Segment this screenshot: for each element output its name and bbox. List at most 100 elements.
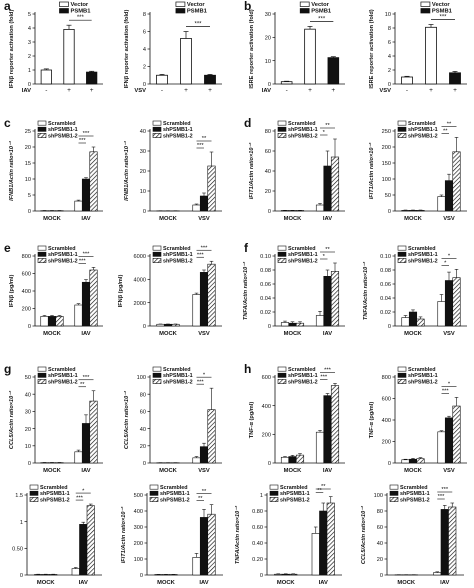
y-tick-label: 5: [28, 12, 31, 18]
bar: [40, 316, 49, 327]
y-tick-label: 600: [382, 397, 391, 403]
y-tick-label: 200: [382, 145, 391, 151]
y-tick-label: 0.04: [260, 296, 271, 302]
y-tick-label: 30: [140, 149, 146, 155]
bar: [330, 271, 340, 327]
y-tick-label: 0.60: [252, 525, 263, 531]
legend-label: shPSMB1-2: [48, 258, 78, 264]
legend-swatch: [277, 379, 287, 384]
legend-swatch: [397, 120, 407, 126]
x-category-label: IAV: [323, 331, 332, 337]
y-tick-label: 0.08: [380, 268, 391, 274]
legend-label: Vector: [187, 2, 205, 8]
bar: [199, 517, 209, 576]
x-category-label: MOCK: [43, 216, 62, 222]
panel-letter: g: [4, 362, 11, 376]
bar: [295, 454, 305, 464]
x-category-label: VSV: [443, 331, 455, 337]
sign-mark: -: [286, 87, 288, 94]
legend-swatch: [277, 366, 287, 372]
legend-swatch: [277, 245, 287, 251]
bar: [315, 431, 325, 464]
bar: [89, 269, 98, 327]
y-tick-label: 0.08: [260, 268, 271, 274]
legend-swatch: [397, 251, 407, 257]
legend-label: shPSMB1-1: [400, 491, 430, 497]
y-tick-label: 20: [25, 427, 31, 433]
bar: [416, 318, 425, 327]
y-tick-label: 0: [143, 324, 146, 330]
x-category-label: IAV: [319, 580, 328, 586]
bar: [288, 456, 297, 464]
bar: [416, 458, 425, 464]
bar: [199, 272, 209, 327]
y-tick-label: 0.40: [252, 541, 263, 547]
panel-12: 0 0.02 0.04 0.06 0.08 0.10 TNFA/Actin ratio×10…: [362, 245, 467, 337]
sig-stars: *: [323, 130, 326, 136]
legend-label: shPSMB1-1: [408, 373, 438, 379]
y-tick-label: 40: [377, 541, 383, 547]
sign-mark: +: [429, 87, 433, 94]
bar: [323, 165, 332, 212]
panel-14: 0 20 40 60 80 100 CCL5/Actin ratio×10⁻³ MOCK VSV…: [123, 366, 222, 474]
legend-label: Scrambled: [48, 367, 76, 373]
bar: [330, 156, 340, 212]
y-tick-label: 200: [134, 541, 143, 547]
y-tick-label: 10: [140, 189, 146, 195]
x-category-label: VSV: [443, 216, 455, 222]
x-category-label: MOCK: [159, 331, 178, 337]
y-tick-label: 500: [134, 493, 143, 499]
y-tick-label: 0: [28, 324, 31, 330]
legend-label: shPSMB1-1: [288, 252, 318, 258]
bar: [180, 38, 192, 85]
y-axis-label: TNFA/Actin ratio×10⁻³: [242, 262, 249, 320]
legend-swatch: [389, 490, 399, 496]
bar: [323, 275, 332, 327]
y-tick-label: 4: [28, 26, 31, 32]
bar: [408, 458, 418, 464]
x-category-label: IAV: [81, 331, 90, 337]
y-tick-label: 50: [385, 193, 391, 199]
panel-8: 0 50 100 150 200 250 IFIT1/Actin ratio×10⁻³ MOC…: [368, 120, 467, 222]
legend-label: shPSMB1-1: [160, 491, 190, 497]
bar: [433, 572, 442, 576]
sig-stars: **: [321, 484, 326, 490]
panel-5: c 0 5 10 15 20 25 IFNB1/Actin ratio×10⁻³ MOCK IAV…: [4, 116, 103, 222]
y-tick-label: 0: [20, 573, 23, 579]
y-tick-label: 100: [374, 493, 383, 499]
y-tick-label: 0: [268, 324, 271, 330]
legend-label: Vector: [70, 2, 88, 8]
bar: [323, 395, 332, 464]
bar: [192, 204, 201, 212]
sign-mark: +: [67, 87, 71, 94]
x-category-label: IAV: [440, 580, 449, 586]
sig-stars: ***: [201, 245, 209, 251]
legend-swatch: [37, 120, 47, 126]
y-tick-label: 800: [22, 254, 31, 260]
y-axis-label: CCL5/Actin ratio×10⁻³: [360, 506, 367, 564]
legend-label: Vector: [311, 2, 329, 8]
legend-label: Scrambled: [280, 485, 308, 491]
sig-stars: ***: [197, 379, 205, 385]
y-tick-label: 300: [134, 525, 143, 531]
bar: [304, 28, 316, 85]
legend-label: shPSMB1-1: [48, 127, 78, 133]
x-category-label: MOCK: [277, 580, 296, 586]
bar: [41, 574, 50, 576]
sig-stars: ***: [194, 22, 202, 28]
legend-label: Scrambled: [400, 485, 428, 491]
bar: [86, 505, 95, 576]
sig-stars: **: [325, 247, 330, 253]
sig-stars: ***: [79, 138, 87, 144]
bar: [171, 323, 180, 327]
bar: [34, 574, 43, 576]
legend-label: Vector: [432, 2, 450, 8]
legend-label: shPSMB1-1: [288, 127, 318, 133]
y-tick-label: 8: [388, 26, 391, 32]
y-tick-label: 0: [268, 209, 271, 215]
sig-stars: ***: [320, 375, 328, 381]
bar: [207, 513, 216, 576]
y-tick-label: 0.80: [252, 509, 263, 515]
legend-label: shPSMB1-2: [163, 258, 193, 264]
bar: [437, 196, 446, 212]
